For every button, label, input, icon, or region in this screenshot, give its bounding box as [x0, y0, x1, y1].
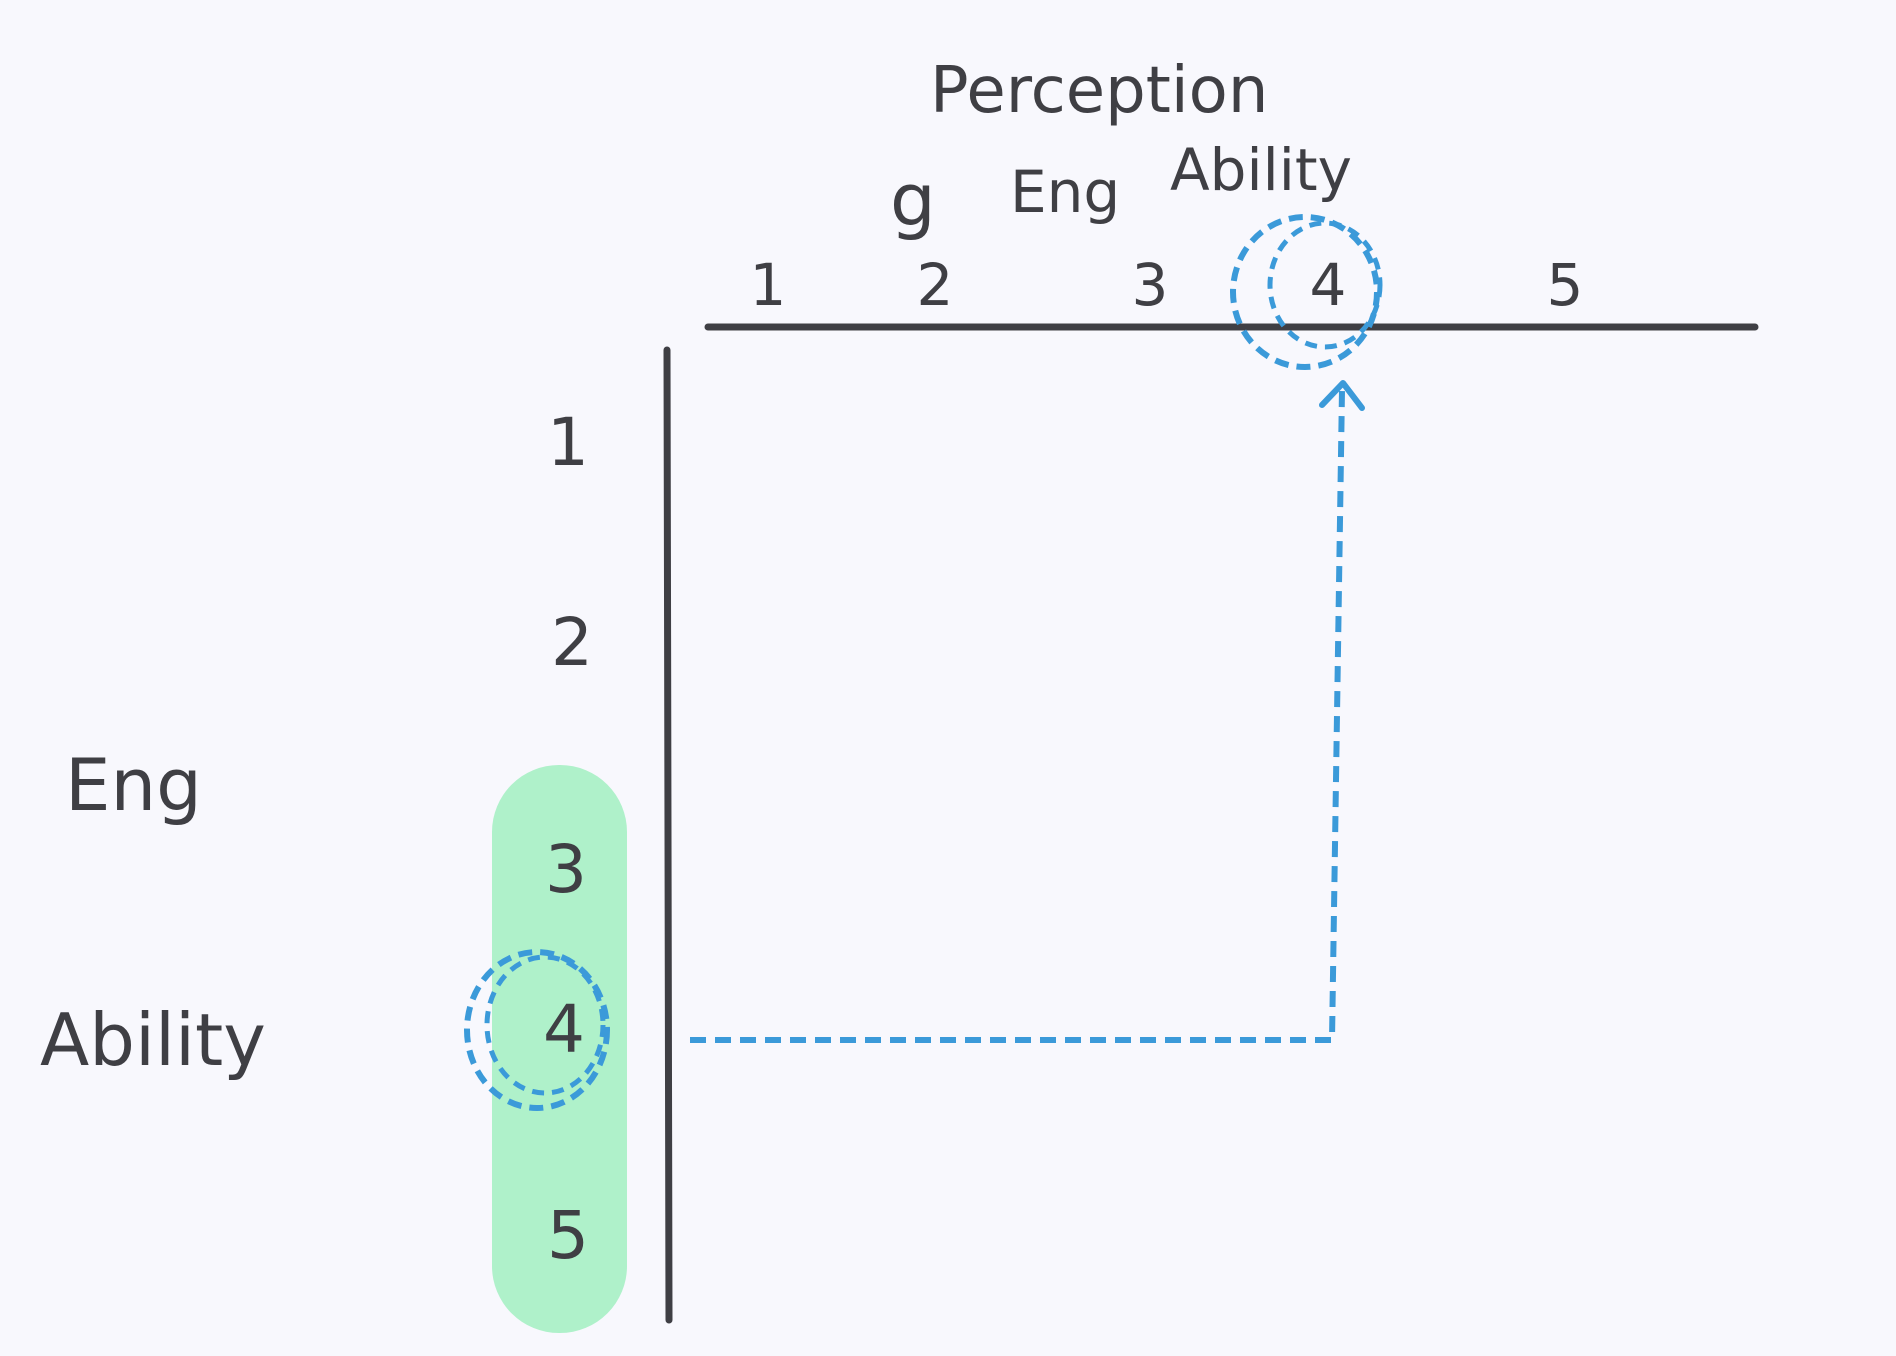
y-selection-circle-inner — [484, 954, 606, 1096]
mapping-arrowhead — [1319, 380, 1365, 411]
x-tick: 1 — [750, 251, 787, 319]
y-tick: 4 — [543, 991, 585, 1068]
x-selection-circle — [1230, 214, 1380, 370]
x-tick: 4 — [1310, 251, 1347, 319]
y-axis-line — [663, 346, 673, 1324]
title-g-symbol: g — [890, 158, 936, 242]
side-label-eng: Eng — [65, 743, 202, 827]
x-tick: 3 — [1132, 251, 1169, 319]
x-selection-circle-inner — [1267, 220, 1383, 350]
title-perception: Perception — [930, 54, 1268, 128]
mapping-dashed-path — [690, 389, 1345, 1043]
highlight-band — [492, 765, 627, 1333]
y-tick: 3 — [545, 831, 587, 908]
x-tick: 2 — [917, 251, 954, 319]
y-tick: 5 — [547, 1197, 589, 1274]
title-eng: Eng — [1010, 158, 1120, 226]
y-selection-circle — [464, 949, 610, 1111]
y-tick: 2 — [551, 604, 593, 681]
title-ability: Ability — [1170, 136, 1352, 204]
y-tick: 1 — [547, 404, 589, 481]
x-tick: 5 — [1547, 251, 1584, 319]
side-label-ability: Ability — [40, 998, 266, 1082]
